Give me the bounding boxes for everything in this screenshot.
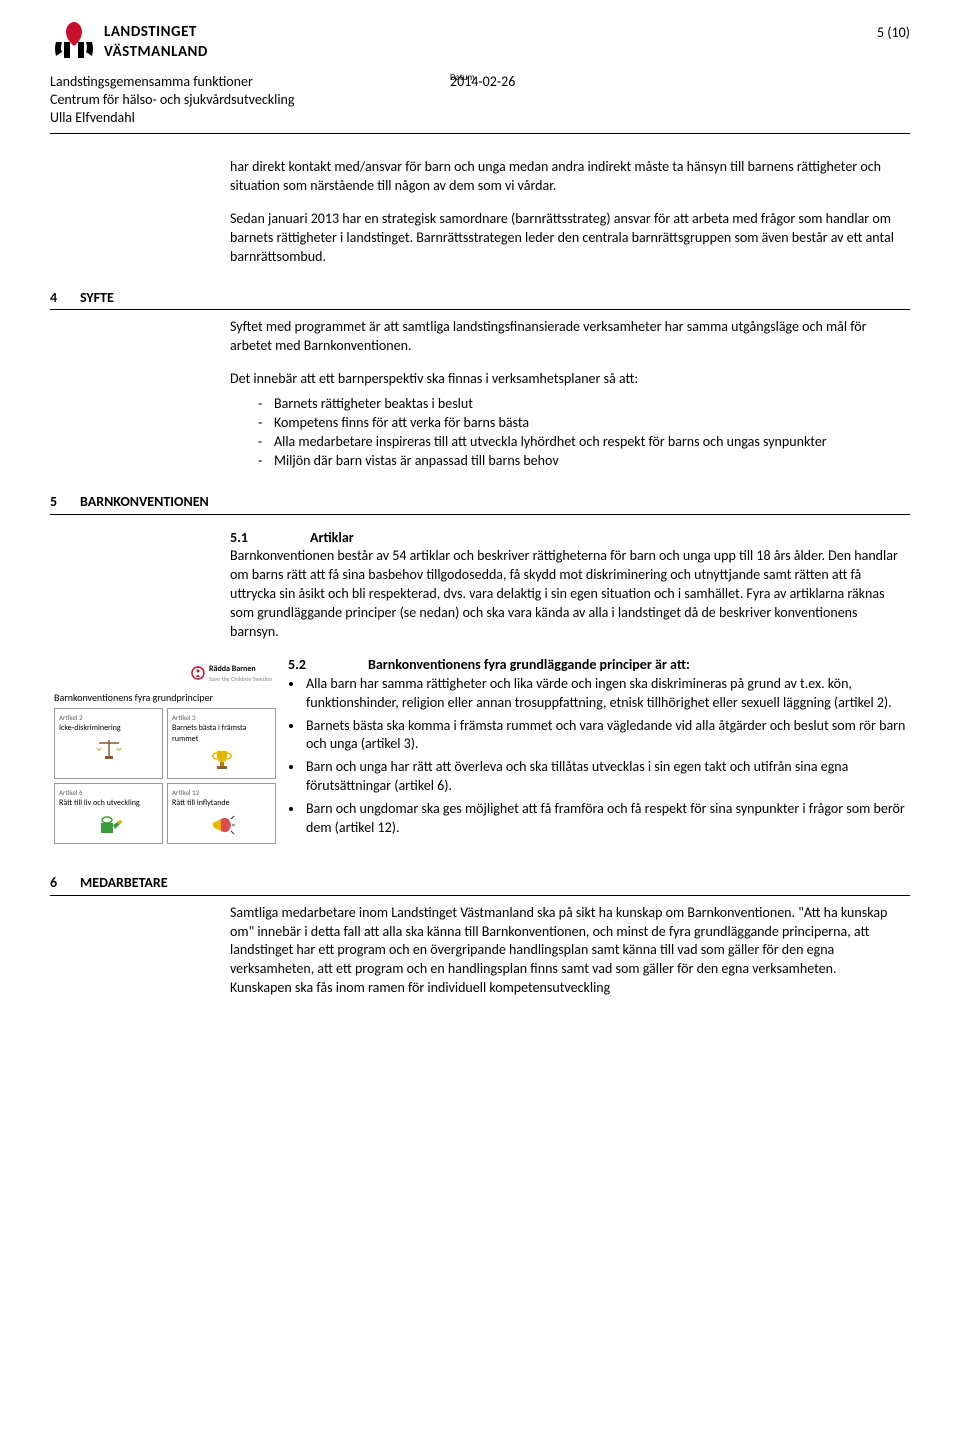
- cell-title: Barnets bästa i främsta rummet: [172, 723, 271, 745]
- sec5-2-bullets: Alla barn har samma rättigheter och lika…: [304, 675, 910, 838]
- logo-line2: VÄSTMANLAND: [104, 42, 208, 62]
- section-6-num: 6: [50, 874, 80, 893]
- cell-title: Rätt till liv och utveckling: [59, 798, 158, 809]
- section-4-num: 4: [50, 289, 80, 308]
- sec4-bullet-list: Barnets rättigheter beaktas i beslut Kom…: [258, 395, 900, 471]
- principle-cell: Artikel 2 Icke-diskriminering: [54, 708, 163, 779]
- section-6-body: Samtliga medarbetare inom Landstinget Vä…: [230, 904, 900, 998]
- radda-barnen-icon: [191, 666, 205, 680]
- header-info: Landstingsgemensamma funktioner Centrum …: [50, 73, 910, 128]
- sec5-2-title: Barnkonventionens fyra grundläggande pri…: [368, 656, 690, 675]
- section-5-header: 5 BARNKONVENTIONEN: [50, 493, 910, 512]
- section-5-title: BARNKONVENTIONEN: [80, 493, 209, 512]
- intro-p2: Sedan januari 2013 har en strategisk sam…: [230, 210, 900, 267]
- principle-cell: Artikel 3 Barnets bästa i främsta rummet: [167, 708, 276, 779]
- sec5-1-body: Barnkonventionen består av 54 artiklar o…: [230, 547, 900, 641]
- org-line3: Ulla Elfvendahl: [50, 109, 450, 127]
- sec5-1-heading: 5.1 Artiklar: [230, 529, 900, 548]
- list-item: Barn och ungdomar ska ges möjlighet att …: [304, 800, 910, 838]
- intro-block: har direkt kontakt med/ansvar för barn o…: [230, 158, 900, 266]
- section-4-divider: [50, 309, 910, 310]
- trophy-icon: [211, 748, 233, 770]
- section-6-header: 6 MEDARBETARE: [50, 874, 910, 893]
- sec4-p1: Syftet med programmet är att samtliga la…: [230, 318, 900, 356]
- page-header: LANDSTINGET VÄSTMANLAND 5 (10) Datum Lan…: [50, 20, 910, 134]
- cell-title: Rätt till inflytande: [172, 798, 271, 809]
- cell-article: Artikel 12: [172, 788, 271, 797]
- list-item: Miljön där barn vistas är anpassad till …: [258, 452, 900, 471]
- list-item: Alla barn har samma rättigheter och lika…: [304, 675, 910, 713]
- sec4-p2: Det innebär att ett barnperspektiv ska f…: [230, 370, 900, 389]
- sec5-2-num: 5.2: [288, 656, 368, 675]
- radda-barnen-logo: Rädda Barnen Save the Children Sweden: [54, 660, 276, 687]
- page-number: 5 (10): [877, 24, 910, 43]
- section-4-title: SYFTE: [80, 289, 114, 308]
- section-6-title: MEDARBETARE: [80, 874, 168, 893]
- section-5-2-row: Rädda Barnen Save the Children Sweden Ba…: [50, 656, 910, 848]
- logo-line1: LANDSTINGET: [104, 22, 208, 42]
- sec5-1-title: Artiklar: [310, 529, 354, 548]
- logo-text: LANDSTINGET VÄSTMANLAND: [104, 22, 208, 63]
- section-4-header: 4 SYFTE: [50, 289, 910, 308]
- list-item: Barnets bästa ska komma i främsta rummet…: [304, 717, 910, 755]
- principles-thumbnail: Rädda Barnen Save the Children Sweden Ba…: [50, 656, 280, 848]
- sec6-body: Samtliga medarbetare inom Landstinget Vä…: [230, 904, 900, 998]
- principles-thumb-title: Barnkonventionens fyra grundprinciper: [54, 691, 276, 705]
- cell-article: Artikel 2: [59, 713, 158, 722]
- principle-cell: Artikel 6 Rätt till liv och utveckling: [54, 783, 163, 843]
- rb-name: Rädda Barnen: [209, 664, 272, 675]
- logo-block: LANDSTINGET VÄSTMANLAND: [50, 20, 910, 63]
- section-5-divider: [50, 514, 910, 515]
- sec5-1-num: 5.1: [230, 529, 310, 548]
- section-6-divider: [50, 895, 910, 896]
- org-line2: Centrum för hälso- och sjukvårdsutveckli…: [50, 91, 450, 109]
- section-5-num: 5: [50, 493, 80, 512]
- watering-can-icon: [95, 813, 123, 835]
- principles-grid: Artikel 2 Icke-diskriminering Artikel 3 …: [54, 708, 276, 844]
- scales-icon: [95, 738, 123, 760]
- megaphone-icon: [209, 813, 235, 835]
- list-item: Kompetens finns för att verka för barns …: [258, 414, 900, 433]
- intro-p1: har direkt kontakt med/ansvar för barn o…: [230, 158, 900, 196]
- list-item: Barn och unga har rätt att överleva och …: [304, 758, 910, 796]
- cell-article: Artikel 6: [59, 788, 158, 797]
- section-4-body: Syftet med programmet är att samtliga la…: [230, 318, 900, 470]
- cell-article: Artikel 3: [172, 713, 271, 722]
- header-org-block: Landstingsgemensamma funktioner Centrum …: [50, 73, 450, 128]
- list-item: Alla medarbetare inspireras till att utv…: [258, 433, 900, 452]
- datum-label: Datum: [450, 72, 475, 84]
- sec5-2-heading: 5.2 Barnkonventionens fyra grundläggande…: [288, 656, 910, 675]
- cell-title: Icke-diskriminering: [59, 723, 158, 734]
- rb-sub: Save the Children Sweden: [209, 675, 272, 683]
- landstinget-logo-icon: [50, 20, 98, 60]
- principle-cell: Artikel 12 Rätt till inflytande: [167, 783, 276, 843]
- org-line1: Landstingsgemensamma funktioner: [50, 73, 450, 91]
- list-item: Barnets rättigheter beaktas i beslut: [258, 395, 900, 414]
- section-5-2-text: 5.2 Barnkonventionens fyra grundläggande…: [288, 656, 910, 842]
- section-5-1: 5.1 Artiklar Barnkonventionen består av …: [230, 529, 900, 642]
- header-divider: [50, 133, 910, 134]
